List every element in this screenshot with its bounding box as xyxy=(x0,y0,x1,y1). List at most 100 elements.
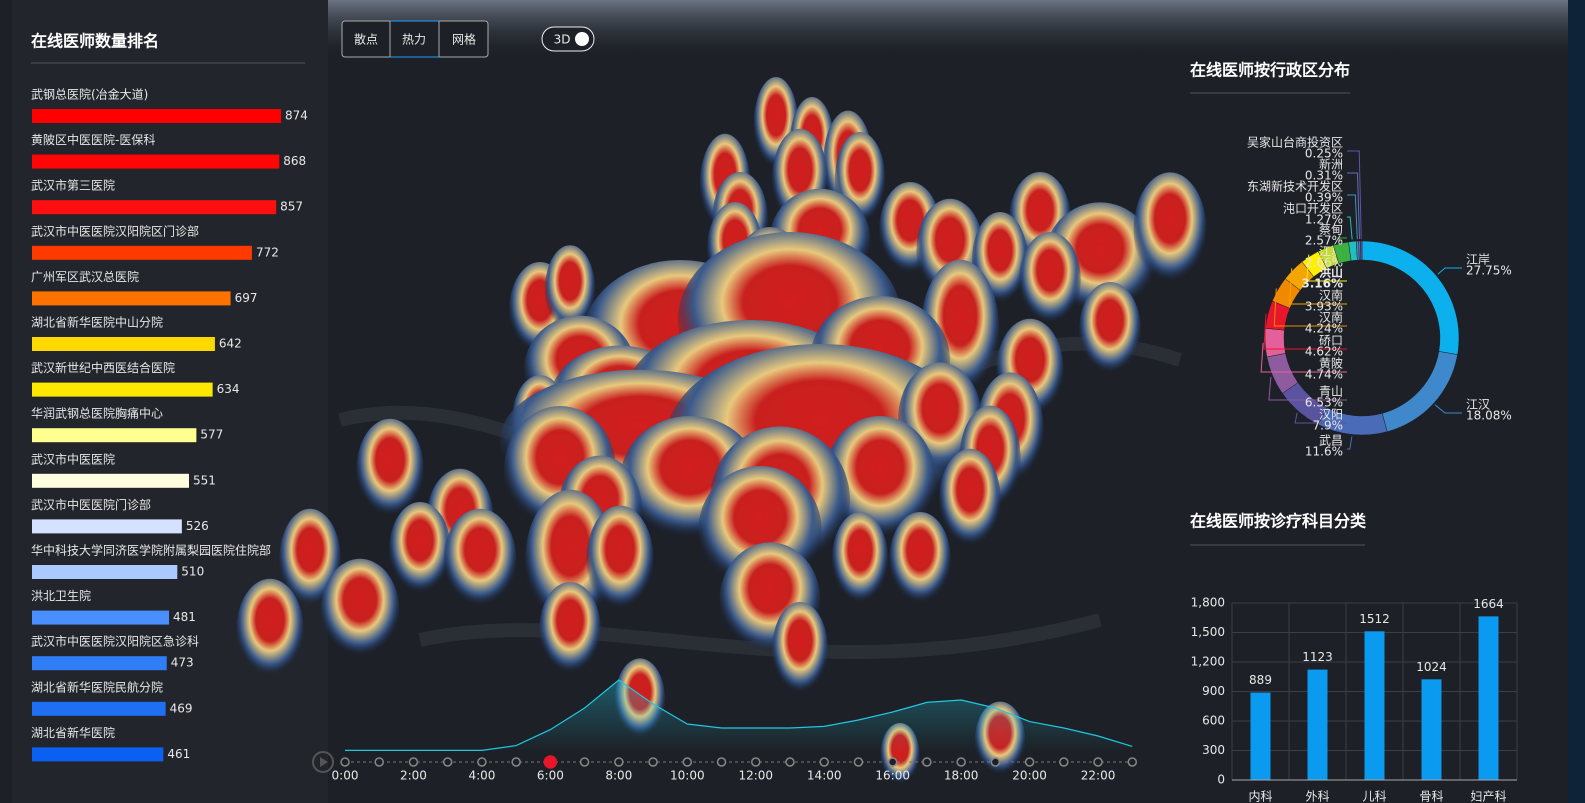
heat-peak xyxy=(824,416,936,544)
button[interactable]: 散点 xyxy=(354,32,378,47)
heat-peak xyxy=(586,505,654,615)
value-label: 857 xyxy=(280,200,303,214)
timeline-dot xyxy=(648,757,658,767)
value-label: 697 xyxy=(235,291,258,305)
x-tick-label: 内科 xyxy=(1248,790,1272,803)
heat-peak xyxy=(389,502,451,598)
bar xyxy=(32,154,280,169)
timeline-label: 12:00 xyxy=(738,769,773,783)
x-tick-label: 妇产科 xyxy=(1470,790,1506,803)
heat-peak xyxy=(832,512,888,608)
y-tick-label: 600 xyxy=(1202,714,1225,728)
row-label: 洪北卫生院 xyxy=(31,589,91,603)
slice-label: 青山 xyxy=(1319,385,1343,399)
bar xyxy=(32,200,277,215)
y-tick-label: 300 xyxy=(1202,743,1225,757)
slice-value: 6.53% xyxy=(1305,396,1343,410)
timeline-dot xyxy=(956,757,966,767)
slice-value: 18.08% xyxy=(1466,409,1512,423)
top-fade xyxy=(328,0,1568,60)
slice-label: 沌口开发区 xyxy=(1283,201,1343,216)
play-button[interactable] xyxy=(312,751,334,773)
value-label: 1664 xyxy=(1473,597,1504,611)
timeline-label: 18:00 xyxy=(944,769,979,783)
slice-label: 江汉 xyxy=(1466,398,1490,412)
value-label: 874 xyxy=(285,109,308,123)
timeline-dot xyxy=(374,757,384,767)
row-label: 武汉市中医医院 xyxy=(31,451,115,466)
timeline-dot xyxy=(785,757,795,767)
row-label: 武钢总医院(冶金大道) xyxy=(31,87,148,102)
timeline-current xyxy=(543,755,558,769)
heat-peak xyxy=(1133,172,1207,288)
timeline-dot xyxy=(853,757,864,767)
line xyxy=(345,679,1133,752)
timeline-label: 4:00 xyxy=(468,769,495,783)
timeline-label: 22:00 xyxy=(1081,769,1116,783)
heatmap-layer xyxy=(236,77,1207,787)
x-tick-label: 骨科 xyxy=(1419,790,1443,803)
heat-peak xyxy=(525,489,615,631)
value-label: 461 xyxy=(167,747,190,761)
row-label: 广州军区武汉总医院 xyxy=(31,270,139,284)
timeline-label: 0:00 xyxy=(332,769,359,783)
bar xyxy=(32,291,231,306)
x-tick-label: 儿科 xyxy=(1362,790,1386,803)
value-label: 551 xyxy=(193,473,216,487)
slice-value: 0.25% xyxy=(1305,147,1343,161)
leader-line xyxy=(1260,342,1347,373)
slice-label: 汉南 xyxy=(1319,288,1343,303)
leader-line xyxy=(1306,254,1347,282)
timeline-dot xyxy=(819,757,829,767)
button[interactable]: 网格 xyxy=(452,32,476,47)
timeline-dot xyxy=(990,757,1001,767)
bar xyxy=(32,747,164,762)
value-label: 868 xyxy=(283,154,306,168)
value-label: 577 xyxy=(200,428,223,442)
heat-peak xyxy=(1019,232,1081,328)
y-tick-label: 1,500 xyxy=(1191,625,1225,639)
timeline-label: 8:00 xyxy=(605,769,632,783)
bar xyxy=(1478,616,1499,780)
slice-value: 2.66% xyxy=(1305,256,1343,270)
heat-peak xyxy=(939,448,1001,552)
row-label: 武汉市第三医院 xyxy=(31,178,115,193)
leader-line xyxy=(1347,216,1353,240)
leader-line xyxy=(1289,268,1347,305)
slice-value: 4.24% xyxy=(1305,322,1343,336)
slice-value: 1.27% xyxy=(1305,213,1343,227)
slice-label: 洪山 xyxy=(1319,265,1343,280)
bar xyxy=(1307,669,1328,780)
donut-segment xyxy=(1360,240,1363,261)
row-label: 湖北省新华医院 xyxy=(31,725,115,740)
timeline-dot xyxy=(579,757,590,767)
bar xyxy=(1421,679,1442,780)
value-label: 473 xyxy=(171,656,194,670)
right-edge xyxy=(1568,0,1585,803)
value-label: 1024 xyxy=(1416,660,1447,674)
leader-line xyxy=(1347,194,1358,240)
y-tick-label: 0 xyxy=(1217,773,1225,787)
value-label: 889 xyxy=(1249,673,1272,687)
donut-segment xyxy=(1264,327,1286,358)
timeline-dot xyxy=(1024,757,1035,767)
leader-line xyxy=(1337,237,1347,242)
slice-value: 3.93% xyxy=(1305,300,1343,314)
slice-label: 吴家山台商投资区 xyxy=(1247,135,1343,150)
slice-label: 硚口 xyxy=(1319,334,1343,348)
button[interactable]: 热力 xyxy=(402,33,426,47)
bar xyxy=(32,473,189,488)
leader-line xyxy=(1347,436,1353,450)
slice-value: 0.31% xyxy=(1305,169,1343,183)
y-tick-label: 1,800 xyxy=(1191,596,1225,610)
timeline-dot xyxy=(1127,757,1138,767)
row-label: 湖北省新华医院中山分院 xyxy=(31,315,163,330)
timeline-label: 2:00 xyxy=(400,769,427,783)
bar xyxy=(32,382,213,397)
timeline-dot xyxy=(511,757,521,767)
slice-value: 3.16% xyxy=(1301,277,1343,291)
toolbar: 散点 热力 网格 3D xyxy=(341,20,595,58)
timeline-dot xyxy=(1059,757,1069,767)
